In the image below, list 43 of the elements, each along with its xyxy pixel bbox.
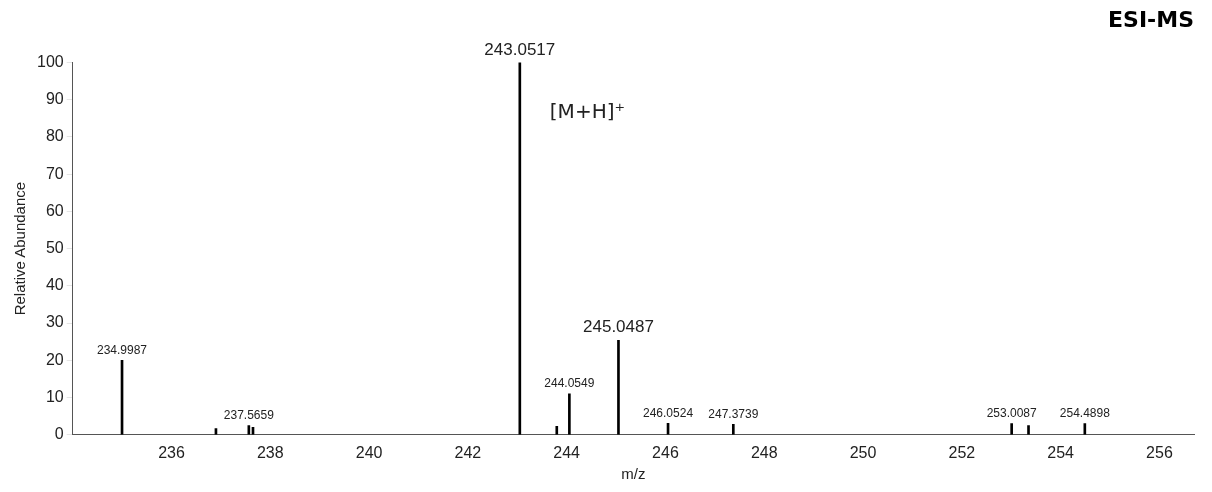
y-tick-label: 50: [45, 239, 64, 257]
x-axis-title: m/z: [621, 465, 646, 483]
x-tick-label: 246: [652, 443, 679, 461]
x-tick-label: 248: [750, 443, 778, 461]
y-tick-label: 80: [45, 127, 64, 145]
y-tick-label: 30: [45, 313, 64, 331]
bar: [568, 393, 571, 435]
chart-title: ESI-MS: [1108, 6, 1194, 32]
bar: [1010, 423, 1013, 435]
bar: [1083, 423, 1087, 435]
annotation: 254.4898: [1059, 405, 1111, 420]
x-tick-label: 236: [158, 443, 185, 461]
y-tick-label: 100: [36, 52, 64, 70]
annotation: 234.9987: [97, 342, 148, 357]
x-tick-label: 242: [454, 443, 482, 461]
y-tick-label: 60: [45, 201, 64, 219]
x-tick-label: 244: [553, 443, 581, 461]
bar: [731, 424, 735, 435]
y-tick-label: 0: [54, 425, 64, 443]
x-tick-label: 240: [355, 443, 383, 461]
x-tick-label: 252: [948, 443, 976, 461]
x-tick-label: 254: [1047, 443, 1075, 461]
annotation: 243.0517: [484, 39, 556, 59]
y-tick-label: 10: [45, 387, 64, 405]
y-tick-label: 20: [45, 350, 64, 368]
x-tick-label: 238: [256, 443, 284, 461]
annotation: 244.0549: [544, 376, 595, 391]
bar: [617, 339, 620, 435]
y-axis-title: Relative Abundance: [11, 181, 29, 316]
bar: [555, 425, 559, 435]
y-tick-label: 70: [45, 164, 64, 182]
annotation: 246.0524: [643, 405, 694, 420]
bar: [518, 62, 522, 435]
x-tick-label: 256: [1146, 443, 1173, 461]
annotation: 245.0487: [583, 317, 654, 337]
bar: [1027, 425, 1030, 435]
y-tick-label: 90: [45, 90, 64, 108]
y-tick-label: 40: [45, 276, 64, 294]
annotation: 247.3739: [708, 406, 759, 421]
annotation: 237.5659: [223, 407, 275, 422]
annotation: [M+H]⁺: [549, 98, 626, 123]
x-tick-label: 250: [849, 443, 877, 461]
annotation: 253.0087: [986, 405, 1038, 420]
